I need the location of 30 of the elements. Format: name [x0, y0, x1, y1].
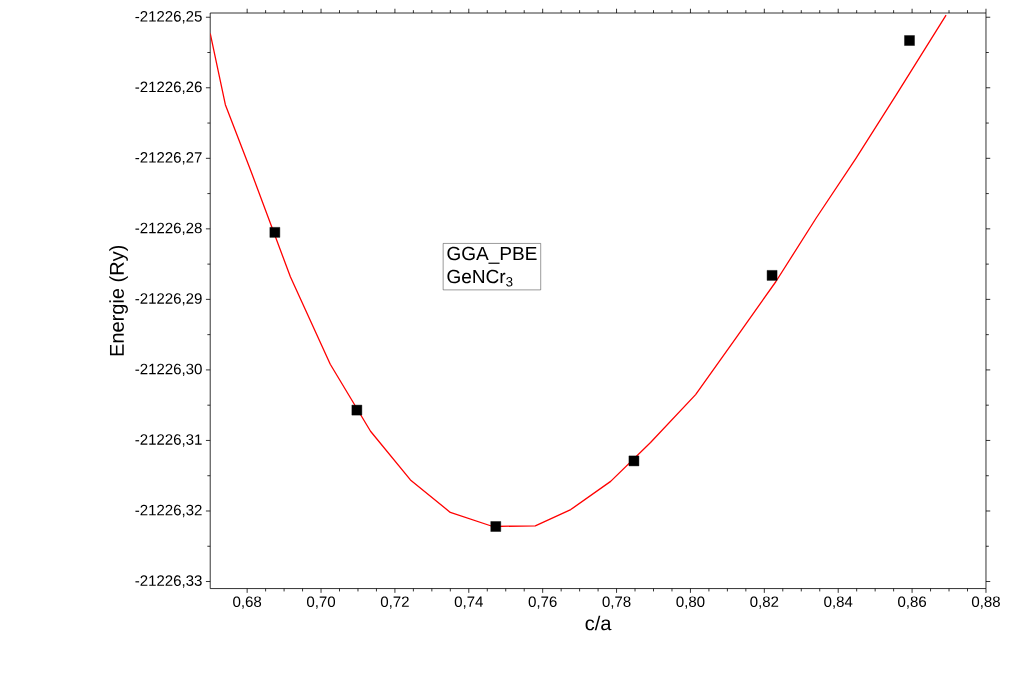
x-axis-title: c/a [585, 615, 612, 631]
x-tick-label: 0,74 [454, 596, 483, 609]
x-tick-label: 0,78 [602, 596, 631, 609]
x-tick-label: 0,72 [380, 596, 409, 609]
x-tick-label: 0,88 [971, 596, 1000, 609]
y-tick-label: -21226,33 [135, 575, 202, 588]
x-tick-label: 0,68 [233, 596, 262, 609]
point [351, 405, 363, 416]
y-tick-label: -21226,28 [135, 222, 202, 236]
y-tick-label: -21226,32 [135, 504, 202, 518]
point [904, 35, 915, 46]
point [269, 227, 281, 238]
y-tick-label: -21226,25 [135, 11, 202, 24]
point [628, 455, 640, 467]
x-tick-label: 0,76 [528, 596, 557, 609]
y-axis-title: Energie (Ry) [109, 246, 128, 356]
y-tick-label: -21226,29 [135, 293, 202, 306]
annotation: GGA_PBE [447, 246, 537, 265]
x-tick-label: 0,82 [750, 596, 779, 609]
annotation: GeNCr$_{3}$ [447, 269, 513, 287]
y-tick-label: -21226,31 [135, 434, 202, 447]
y-tick-label: -21226,30 [135, 363, 202, 377]
point [490, 521, 501, 532]
y-tick-label: -21226,26 [135, 81, 202, 95]
x-tick-label: 0,70 [307, 596, 336, 609]
y-tick-label: -21226,27 [135, 152, 202, 165]
x-tick-label: 0,84 [824, 596, 853, 609]
x-tick-label: 0,80 [676, 596, 705, 609]
point [766, 270, 778, 281]
x-tick-label: 0,86 [898, 596, 927, 609]
